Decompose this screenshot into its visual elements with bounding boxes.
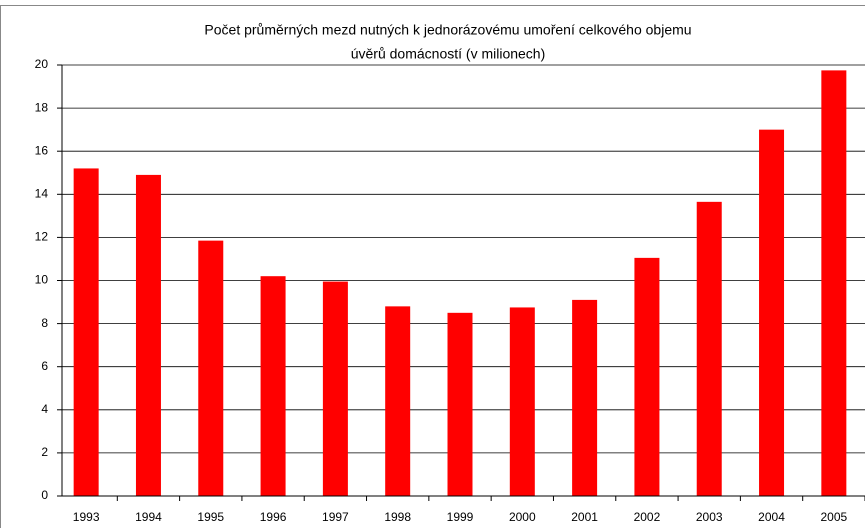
bar bbox=[385, 306, 411, 496]
y-tick-label: 10 bbox=[35, 273, 49, 287]
y-tick-label: 18 bbox=[35, 100, 49, 114]
x-tick-label: 1996 bbox=[260, 510, 287, 524]
bar bbox=[73, 168, 99, 496]
bar bbox=[322, 281, 348, 496]
bar bbox=[447, 312, 473, 496]
x-tick-label: 1998 bbox=[384, 510, 411, 524]
bar bbox=[696, 201, 722, 496]
x-tick-label: 2003 bbox=[696, 510, 723, 524]
y-tick-label: 14 bbox=[35, 186, 49, 200]
bar bbox=[634, 257, 660, 496]
x-tick-label: 1999 bbox=[447, 510, 474, 524]
x-tick-label: 2005 bbox=[820, 510, 847, 524]
x-tick-label: 1995 bbox=[197, 510, 224, 524]
bar bbox=[198, 240, 224, 496]
bar bbox=[509, 307, 535, 496]
y-tick-label: 2 bbox=[41, 445, 48, 459]
chart-title: Počet průměrných mezd nutných k jednoráz… bbox=[204, 22, 691, 38]
x-tick-label: 1993 bbox=[73, 510, 100, 524]
y-tick-label: 8 bbox=[41, 316, 48, 330]
x-tick-label: 2004 bbox=[758, 510, 785, 524]
bar bbox=[260, 276, 286, 496]
bar bbox=[135, 174, 161, 496]
frame bbox=[0, 5, 865, 528]
y-tick-label: 16 bbox=[35, 143, 49, 157]
x-tick-label: 1997 bbox=[322, 510, 349, 524]
x-tick-label: 2000 bbox=[509, 510, 536, 524]
x-tick-label: 1994 bbox=[135, 510, 162, 524]
x-tick-label: 2001 bbox=[571, 510, 598, 524]
y-tick-label: 12 bbox=[35, 230, 49, 244]
y-tick-label: 4 bbox=[41, 402, 48, 416]
x-tick-label: 2002 bbox=[634, 510, 661, 524]
y-tick-label: 0 bbox=[41, 488, 48, 502]
bar bbox=[759, 129, 785, 496]
chart-title: úvěrů domácností (v milionech) bbox=[351, 46, 546, 62]
bar bbox=[572, 299, 598, 496]
y-tick-label: 6 bbox=[41, 359, 48, 373]
y-tick-label: 20 bbox=[35, 57, 49, 71]
bar bbox=[821, 70, 847, 496]
